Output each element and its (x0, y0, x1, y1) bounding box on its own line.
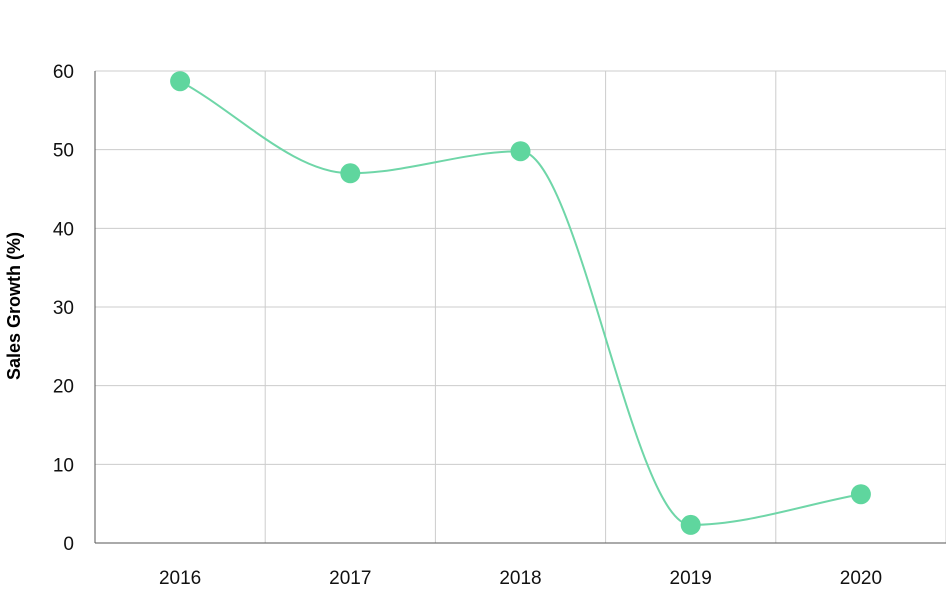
series-layer (170, 71, 871, 535)
y-tick-label: 0 (63, 534, 74, 555)
y-tick-label: 20 (53, 377, 74, 398)
x-tick-label: 2020 (840, 568, 882, 589)
x-tick-label: 2016 (159, 568, 201, 589)
axes (94, 71, 946, 544)
y-tick-label: 50 (53, 141, 74, 162)
data-point (510, 141, 531, 162)
y-tick-label: 40 (53, 219, 74, 240)
data-point (340, 163, 361, 184)
y-tick-labels: 0 10 20 30 40 50 60 (53, 62, 74, 555)
y-axis-title: Sales Growth (%) (4, 232, 24, 380)
x-tick-label: 2018 (499, 568, 541, 589)
x-tick-label: 2019 (670, 568, 712, 589)
y-tick-label: 10 (53, 455, 74, 476)
series-line (179, 80, 862, 526)
data-point (850, 484, 871, 505)
x-tick-labels: 2016 2017 2018 2019 2020 (159, 568, 882, 589)
data-point (170, 71, 191, 92)
y-tick-label: 30 (53, 298, 74, 319)
x-tick-label: 2017 (329, 568, 371, 589)
data-point (680, 514, 701, 535)
y-tick-label: 60 (53, 62, 74, 83)
